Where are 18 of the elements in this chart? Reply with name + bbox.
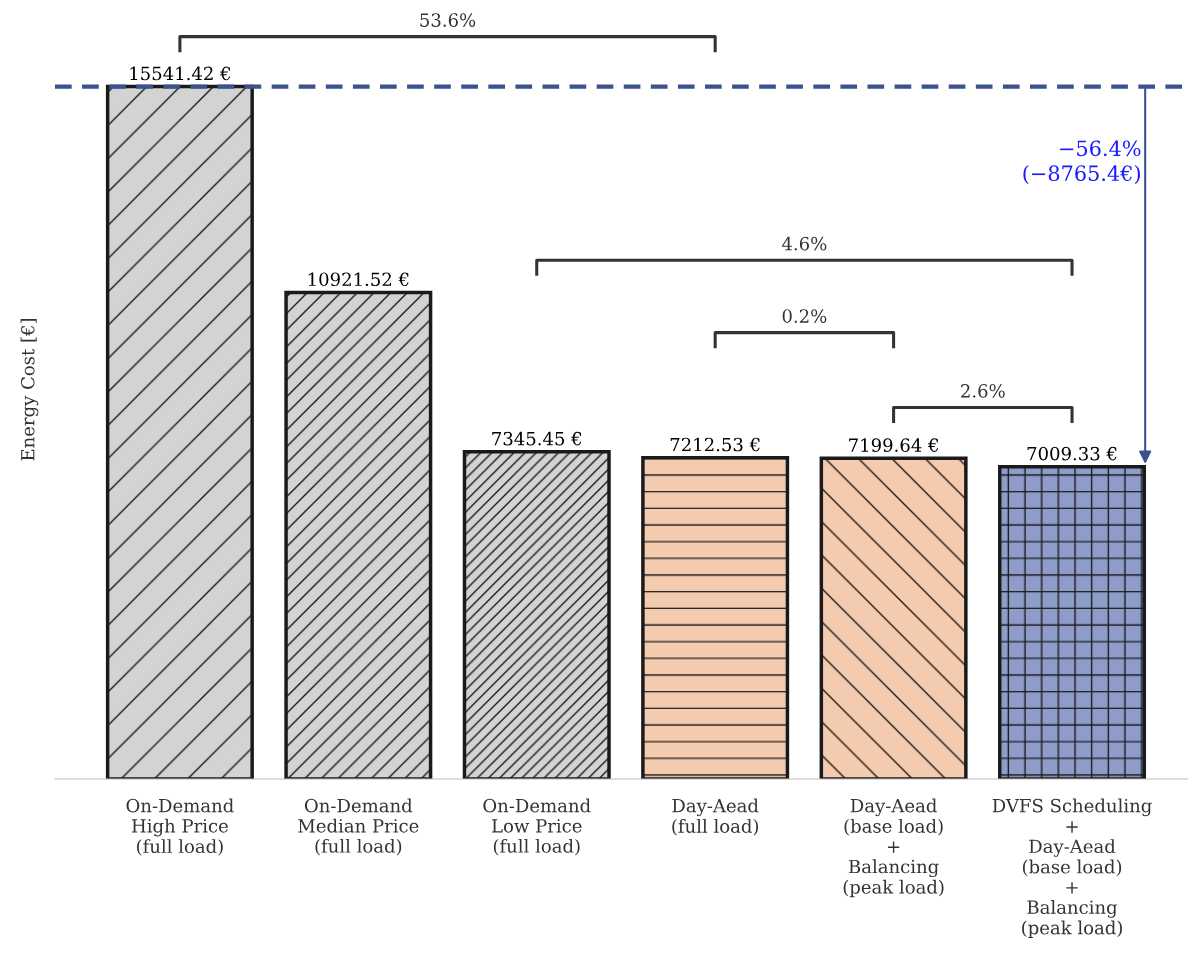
x-tick-label: Day-Aead (full load) [672,798,759,836]
text: 53.6% [420,13,476,27]
x-tick-label: On-Demand Median Price (full load) [298,798,419,856]
y-axis-title: Energy Cost [€] [20,318,39,461]
data-label: 15541.42 € [130,66,231,81]
data-label: 7199.64 € [849,438,939,452]
data-label: 7009.33 € [1027,446,1117,461]
annotation: −56.4% (−8765.4€) [1023,140,1141,185]
x-tick-label: DVFS Scheduling + Day-Aead (base load) + Balancing (peak load) [992,798,1152,938]
annotation: 0.2% [782,309,827,323]
annotation: 2.6% [961,384,1005,398]
data-label: 10921.52 € [308,272,409,287]
annotation: 4.6% [782,236,827,251]
x-tick-label: On-Demand High Price (full load) [126,798,234,856]
x-tick-label: Day-Aead (base load) + Balancing (peak load) [843,798,944,898]
data-label: 7212.53 € [670,437,760,452]
x-tick-label: On-Demand Low Price (full load) [483,798,591,856]
data-label: 7345.45 € [492,431,582,446]
